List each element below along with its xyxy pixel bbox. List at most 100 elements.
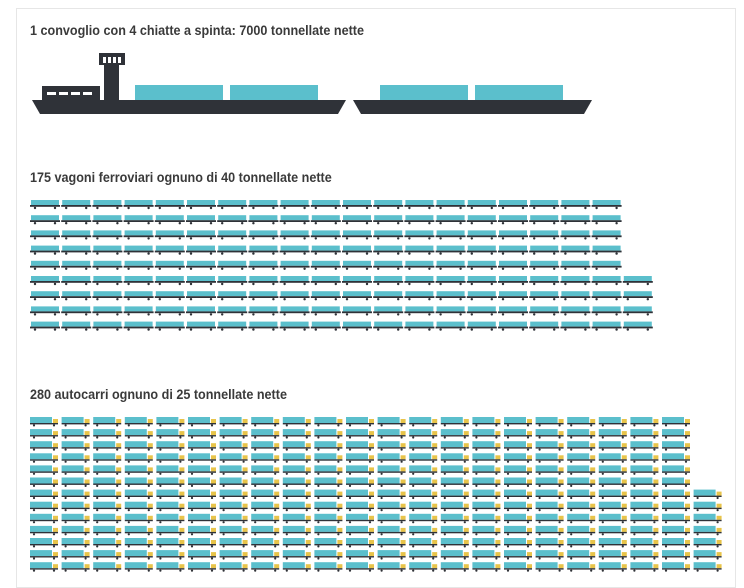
rail-wagon-icon — [435, 291, 466, 301]
rail-wagon-icon — [404, 200, 435, 210]
rail-wagon-icon — [466, 245, 497, 255]
truck-icon — [567, 429, 596, 439]
rail-wagon-icon — [248, 230, 279, 240]
rail-wagon-icon — [404, 276, 435, 286]
rail-wagon-icon — [560, 260, 591, 270]
truck-icon — [504, 417, 532, 427]
rail-wagon-icon — [30, 321, 60, 331]
rail-section-title: 175 vagoni ferroviari ognuno di 40 tonne… — [30, 169, 332, 185]
truck-icon — [282, 417, 311, 427]
truck-icon — [61, 501, 90, 512]
truck-icon — [662, 477, 690, 487]
pusher-cabin-window — [83, 92, 92, 95]
truck-icon — [535, 417, 564, 427]
rail-wagon-icon — [342, 291, 372, 301]
truck-icon — [61, 562, 90, 572]
truck-icon — [504, 429, 532, 439]
rail-wagon-icon — [498, 215, 528, 225]
rail-wagon-icon — [404, 230, 435, 240]
truck-icon — [472, 513, 501, 524]
rail-wagon-icon — [279, 230, 310, 240]
truck-icon — [188, 489, 216, 500]
truck-icon — [219, 453, 248, 463]
rail-wagon-icon — [248, 245, 279, 255]
rail-wagon-icon — [373, 291, 404, 301]
truck-icon — [251, 465, 280, 475]
truck-icon — [346, 441, 374, 451]
truck-icon — [251, 562, 280, 572]
rail-wagon-icon — [279, 260, 310, 270]
truck-icon — [251, 417, 280, 427]
rail-wagon-icon — [529, 230, 560, 240]
truck-icon — [30, 477, 58, 487]
rail-wagon-icon — [123, 291, 154, 301]
truck-icon — [314, 562, 343, 572]
rail-wagon-icon — [92, 306, 123, 316]
rail-wagon-icon — [154, 260, 185, 270]
rail-wagon-icon — [154, 245, 185, 255]
truck-icon — [188, 501, 216, 512]
rail-wagon-icon — [123, 230, 154, 240]
truck-icon — [156, 562, 185, 572]
rail-wagon-icon — [498, 306, 528, 316]
rail-wagon-icon — [560, 291, 591, 301]
truck-icon — [535, 441, 564, 451]
truck-icon — [314, 513, 343, 524]
truck-icon — [30, 562, 58, 572]
truck-icon — [251, 525, 280, 536]
truck-icon — [251, 429, 280, 439]
truck-icon — [156, 477, 185, 487]
truck-icon — [346, 562, 374, 572]
truck-icon — [188, 513, 216, 524]
rail-wagon-icon — [61, 230, 92, 240]
truck-icon — [440, 465, 469, 475]
truck-icon — [440, 501, 469, 512]
rail-wagon-icon — [92, 276, 123, 286]
truck-icon — [282, 477, 311, 487]
truck-icon — [440, 441, 469, 451]
truck-icon — [219, 489, 248, 500]
pusher-hull — [32, 100, 346, 114]
truck-icon — [93, 489, 122, 500]
rail-wagon-icon — [279, 200, 310, 210]
rail-wagon-icon — [498, 245, 528, 255]
truck-icon — [251, 550, 280, 560]
rail-wagon-icon — [466, 306, 497, 316]
truck-icon — [567, 562, 596, 572]
truck-icon — [30, 501, 58, 512]
rail-wagon-icon — [591, 200, 622, 210]
rail-wagon-icon — [466, 215, 497, 225]
truck-icon — [693, 501, 722, 512]
barge-cargo — [380, 85, 468, 100]
truck-icon — [219, 465, 248, 475]
rail-wagon-icon — [61, 200, 92, 210]
truck-icon — [630, 489, 659, 500]
truck-icon — [188, 562, 216, 572]
rail-wagon-icon — [466, 276, 497, 286]
truck-icon — [282, 525, 311, 536]
truck-icon — [567, 513, 596, 524]
rail-wagon-icon — [373, 306, 404, 316]
truck-icon — [346, 538, 374, 548]
rail-wagon-icon — [435, 230, 466, 240]
truck-icon — [219, 550, 248, 560]
rail-wagon-icon — [186, 245, 216, 255]
truck-icon — [346, 465, 374, 475]
truck-icon — [346, 477, 374, 487]
truck-icon — [504, 489, 532, 500]
truck-icon — [251, 441, 280, 451]
rail-wagon-icon — [123, 260, 154, 270]
bridge-window — [103, 57, 106, 63]
truck-icon — [124, 489, 153, 500]
truck-icon — [30, 489, 58, 500]
truck-icon — [314, 538, 343, 548]
truck-icon — [188, 465, 216, 475]
truck-section-title: 280 autocarri ognuno di 25 tonnellate ne… — [30, 386, 287, 402]
rail-wagon-icon — [92, 291, 123, 301]
truck-icon — [93, 538, 122, 548]
truck-icon — [156, 417, 185, 427]
truck-icon — [124, 538, 153, 548]
truck-icon — [504, 513, 532, 524]
truck-icon — [504, 525, 532, 536]
truck-icon — [93, 513, 122, 524]
